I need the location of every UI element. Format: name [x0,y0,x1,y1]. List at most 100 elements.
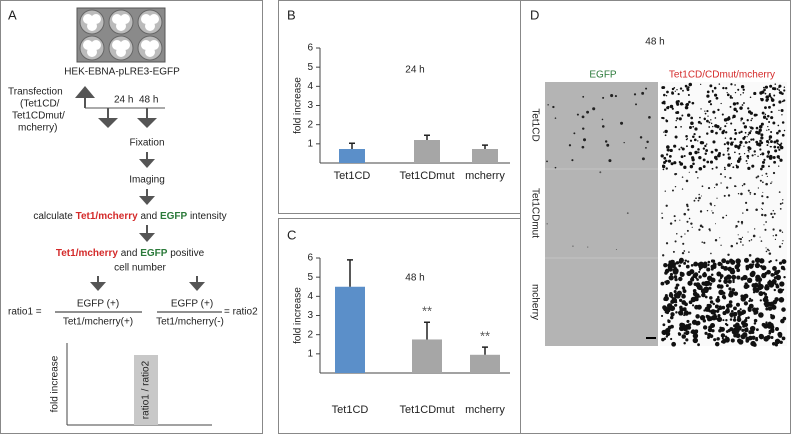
cell-dot [781,133,785,137]
cell-dot [760,141,764,145]
cell-dot [708,121,711,124]
cell-dot [704,110,706,112]
cell-dot [671,189,674,192]
error-bar [482,346,488,355]
cell-dot [679,307,684,312]
cell-dot [772,156,776,159]
cell-dot [704,144,707,148]
cell-dot [671,107,674,110]
cell-dot [735,333,741,339]
cell-dot [707,115,709,117]
cell-dot [745,339,750,343]
cell-dot [736,159,741,163]
cell-dot [700,122,703,125]
cell-dot [696,320,701,326]
cell-dot [761,208,764,211]
cell-dot [701,185,704,188]
cell-dot [760,167,763,171]
cell-dot [736,102,739,105]
cell-dot [707,187,711,190]
cell-dot [738,143,742,147]
cell-dot [706,160,710,164]
cell-dot [687,280,693,286]
cell-dot [623,141,625,144]
cell-dot [697,199,700,202]
cell-dot [783,129,786,132]
cell-dot [710,252,712,255]
cell-dot [715,297,721,303]
cell-dot [738,153,741,155]
arrow [90,282,106,291]
cell-dot [757,131,761,135]
cell-dot [690,222,693,225]
cell-dot [775,259,778,262]
cell-dot [717,295,720,299]
arrow [98,118,118,128]
text: intensity [190,211,227,222]
cell-dot [742,88,745,91]
cell-dot [740,294,744,298]
cell-dot [697,140,699,142]
cell-dot [768,135,773,139]
cell-dot [674,303,678,307]
cell-dot [713,338,717,342]
cell-dot [708,126,711,128]
cell-dot [674,172,677,176]
cell-dot [666,145,670,149]
cell-dot [729,96,732,99]
cell-dot [735,225,738,228]
cell-dot [764,284,769,288]
chart-title: 48 h [405,273,424,284]
bar [339,149,365,163]
cell-dot [723,276,729,281]
cell-dot [753,318,758,323]
cell-dot [769,84,773,88]
cell-dot [677,92,680,96]
text: and [121,248,138,259]
cell-dot [743,183,746,186]
cell-dot [739,106,743,110]
cell-dot [729,318,733,321]
step: Fixation [129,138,164,149]
cell-dot [727,279,732,284]
cell-dot [768,94,772,98]
cell-dot [686,138,689,140]
cell-dot [679,102,684,106]
cell-dot [732,166,735,169]
cell-dot [706,132,709,135]
cell-dot [753,91,757,96]
cell-dot [736,302,740,307]
cell-dot [706,110,709,113]
cell-dot [766,248,769,251]
cell-dot [755,208,758,211]
cell-dot [733,291,739,296]
cell-dot [685,145,688,148]
y-tick-label: 3 [307,100,313,111]
cell-dot [720,244,722,246]
cell-dot [669,272,674,276]
cell-dot [762,191,764,193]
cell-dot [717,108,720,112]
row-label: Tet1CDmut [529,188,540,238]
cell-dot [665,335,669,338]
cell-dot [684,259,687,262]
cell-dot [683,212,687,216]
cell-dot [708,325,713,330]
micrograph [545,82,658,346]
cell-dot [764,228,767,231]
text: EGFP [160,211,188,222]
cell-dot [765,221,767,223]
cell-dot [711,167,714,170]
panel-frame [278,218,521,434]
cell-dot [694,340,697,343]
cell-dot [743,135,746,139]
cell-dot [692,162,695,166]
cell-dot [664,129,668,134]
cell-dot [748,254,752,257]
cell-dot [744,141,748,144]
cell-dot [759,236,761,238]
cell-dot [768,121,771,124]
cell-dot [747,146,751,150]
cell-dot [717,153,721,158]
cell-dot [663,131,665,133]
